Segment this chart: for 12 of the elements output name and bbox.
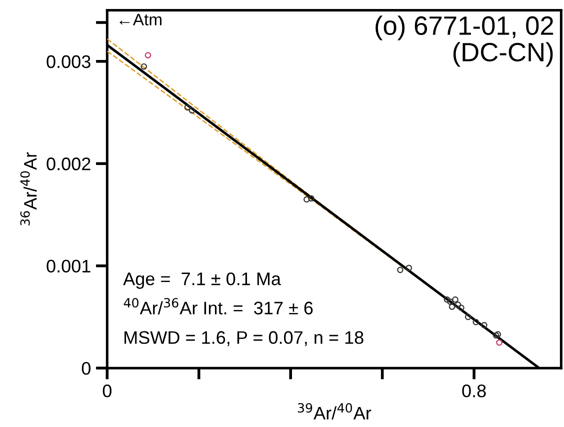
annotation: MSWD = 1.6, P = 0.07, n = 18: [124, 331, 364, 346]
annotation: Age = 7.1 ± 0.1 Ma: [123, 272, 282, 289]
y-tick-label: 0: [82, 362, 90, 375]
text: (o) 6771-01, 02 (DC-CN): [376, 16, 554, 67]
annotation: $^{40}$Ar/$^{36}$Ar Int. = 317 ± 6: [124, 298, 313, 314]
y-tick-label: 0.002: [46, 158, 90, 170]
y-axis-title: $^{36}$Ar/$^{40}$Ar: [20, 152, 37, 226]
x-axis-title: $^{39}$Ar/$^{40}$Ar: [298, 403, 372, 420]
y-tick-label: 0.003: [46, 55, 90, 68]
x-tick-label: 0.8: [462, 384, 486, 398]
annotation: ←Atm: [120, 14, 162, 26]
y-tick-label: 0.001: [46, 260, 90, 273]
